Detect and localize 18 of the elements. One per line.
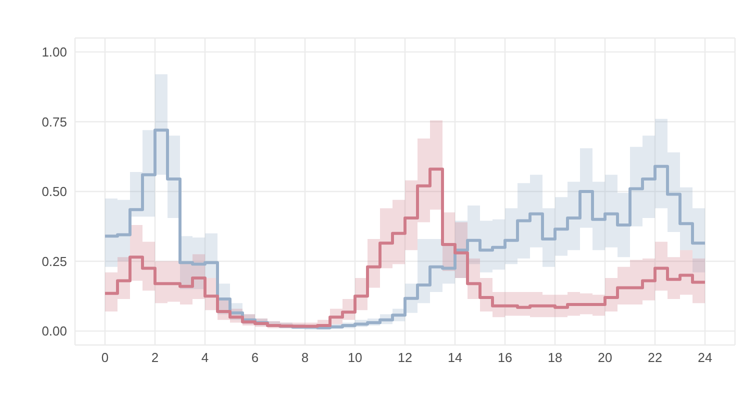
x-tick-label: 22 (648, 350, 662, 366)
x-tick-label: 0 (101, 350, 109, 366)
x-tick-label: 16 (498, 350, 512, 366)
y-tick-label: 0.75 (42, 114, 67, 130)
x-tick-label: 18 (548, 350, 562, 366)
x-tick-label: 4 (201, 350, 209, 366)
x-tick-label: 8 (301, 350, 309, 366)
x-tick-label: 24 (698, 350, 712, 366)
x-tick-label: 12 (398, 350, 412, 366)
x-tick-label: 14 (448, 350, 462, 366)
x-tick-label: 2 (151, 350, 159, 366)
x-tick-label: 10 (348, 350, 362, 366)
x-tick-label: 20 (598, 350, 612, 366)
y-tick-label: 0.50 (42, 184, 67, 200)
x-tick-label: 6 (251, 350, 259, 366)
y-tick-label: 0.25 (42, 254, 67, 269)
y-tick-label: 0.00 (42, 324, 67, 339)
y-tick-label: 1.00 (42, 44, 67, 60)
